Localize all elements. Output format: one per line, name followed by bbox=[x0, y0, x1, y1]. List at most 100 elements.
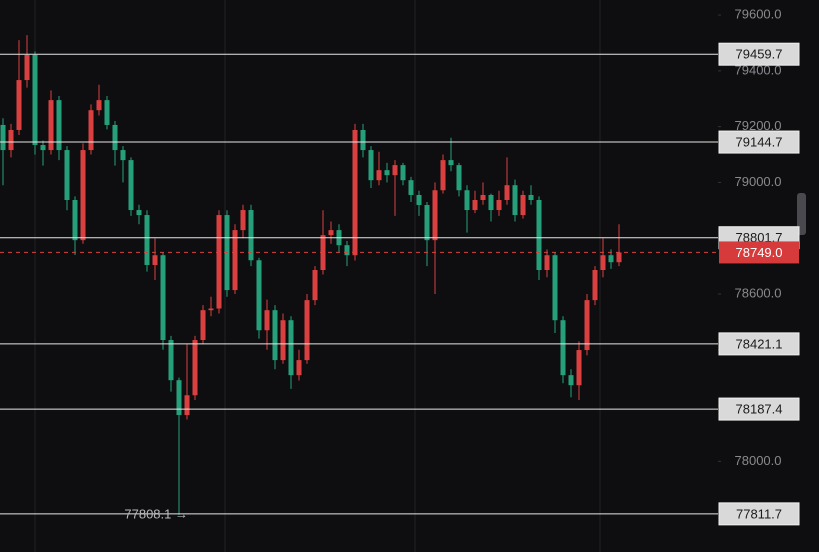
candle-body bbox=[80, 150, 86, 241]
candle-body bbox=[592, 270, 598, 301]
candle-body bbox=[8, 129, 14, 151]
candle-body bbox=[544, 255, 550, 271]
low-annotation: 77808.1 → bbox=[124, 506, 188, 521]
candle-body bbox=[616, 252, 622, 263]
candle-body bbox=[56, 100, 62, 151]
candle-body bbox=[432, 190, 438, 241]
candle-body bbox=[392, 165, 398, 176]
candle-body bbox=[576, 350, 582, 386]
candle-body bbox=[200, 310, 206, 341]
candle-body bbox=[296, 360, 302, 376]
candle-body bbox=[568, 375, 574, 386]
candle-body bbox=[96, 100, 102, 111]
level-label-box bbox=[718, 502, 800, 526]
current-price-box bbox=[719, 241, 799, 264]
candle-body bbox=[440, 160, 446, 191]
candle-body bbox=[152, 255, 158, 265]
candle-body bbox=[280, 320, 286, 361]
candle-body bbox=[16, 80, 22, 130]
candle-body bbox=[464, 190, 470, 211]
candle-body bbox=[352, 129, 358, 256]
y-tick-label: 79000.0 bbox=[735, 174, 782, 189]
vertical-grid bbox=[34, 0, 601, 552]
candle-body bbox=[552, 255, 558, 321]
candle-body bbox=[504, 185, 510, 200]
level-label-box bbox=[718, 130, 800, 154]
candle-body bbox=[48, 100, 54, 151]
candle-body bbox=[312, 270, 318, 301]
candle-body bbox=[520, 194, 526, 216]
candle-body bbox=[104, 100, 110, 125]
candle-body bbox=[128, 160, 134, 211]
candle-body bbox=[400, 165, 406, 181]
candle-body bbox=[416, 194, 422, 206]
level-label: 78801.7 bbox=[736, 230, 783, 245]
candle-body bbox=[512, 185, 518, 216]
candle-body bbox=[144, 215, 150, 265]
candle-body bbox=[328, 230, 334, 236]
level-label-box bbox=[718, 397, 800, 421]
candle-body bbox=[608, 255, 614, 263]
level-label-box bbox=[718, 332, 800, 356]
candle-body bbox=[160, 255, 166, 341]
candle-body bbox=[176, 380, 182, 416]
candle-body bbox=[584, 300, 590, 351]
candle-body bbox=[288, 320, 294, 376]
candle-body bbox=[192, 340, 198, 396]
candle-body bbox=[40, 145, 46, 151]
candle-body bbox=[168, 340, 174, 381]
candle-body bbox=[120, 150, 126, 161]
y-tick-label: 79200.0 bbox=[735, 118, 782, 133]
candle-body bbox=[456, 165, 462, 191]
level-label: 79144.7 bbox=[736, 134, 783, 149]
candle-body bbox=[64, 150, 70, 200]
candle-body bbox=[0, 124, 6, 151]
level-label: 78187.4 bbox=[736, 402, 783, 417]
y-tick-label: 78000.0 bbox=[735, 453, 782, 468]
candle-body bbox=[472, 199, 478, 211]
candle-body bbox=[216, 215, 222, 309]
candle-body bbox=[256, 260, 262, 331]
candle-body bbox=[424, 205, 430, 241]
candle-body bbox=[24, 54, 30, 81]
candle-body bbox=[368, 150, 374, 181]
candle-body bbox=[184, 395, 190, 416]
candle-body bbox=[248, 210, 254, 261]
candle-body bbox=[384, 170, 390, 176]
level-label: 78421.1 bbox=[736, 336, 783, 351]
candle-body bbox=[560, 320, 566, 376]
candle-body bbox=[536, 199, 542, 271]
level-label: 79459.7 bbox=[736, 47, 783, 62]
candle-body bbox=[496, 199, 502, 211]
candle-body bbox=[344, 245, 350, 256]
candle-body bbox=[488, 194, 494, 211]
candle-body bbox=[272, 310, 278, 361]
candle-body bbox=[208, 308, 214, 311]
candle-body bbox=[88, 110, 94, 151]
candle-body bbox=[72, 199, 78, 241]
candle-body bbox=[408, 180, 414, 195]
candle-body bbox=[360, 129, 366, 151]
candle-body bbox=[528, 194, 534, 200]
candle-body bbox=[264, 310, 270, 331]
y-tick-label: 79600.0 bbox=[735, 6, 782, 21]
level-label-box bbox=[718, 42, 800, 66]
current-price-label: 78749.0 bbox=[736, 245, 783, 260]
candle-body bbox=[112, 124, 118, 151]
candle-body bbox=[32, 54, 38, 146]
candle-body bbox=[136, 210, 142, 216]
y-tick-label: 79400.0 bbox=[735, 62, 782, 77]
candle-body bbox=[376, 170, 382, 181]
candle-body bbox=[448, 160, 454, 166]
candle-body bbox=[480, 194, 486, 200]
level-label: 77811.7 bbox=[736, 506, 782, 521]
candle-body bbox=[304, 300, 310, 361]
candle-body bbox=[232, 230, 238, 291]
scroll-handle[interactable] bbox=[797, 193, 806, 235]
candle-body bbox=[240, 210, 246, 231]
candle-body bbox=[600, 255, 606, 271]
y-tick-label: 78600.0 bbox=[735, 285, 782, 300]
